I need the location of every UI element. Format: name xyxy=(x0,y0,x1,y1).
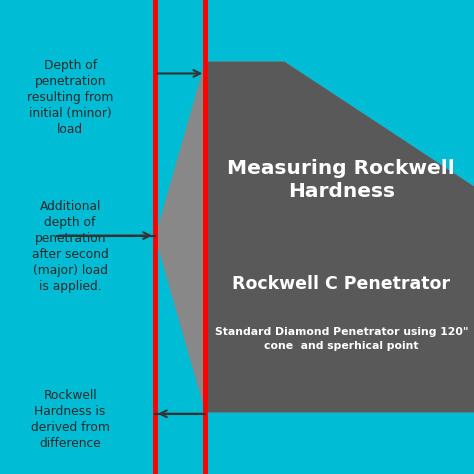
Text: Rockwell C Penetrator: Rockwell C Penetrator xyxy=(232,275,450,293)
Text: Depth of
penetration
resulting from
initial (minor)
load: Depth of penetration resulting from init… xyxy=(27,59,113,136)
Text: Rockwell
Hardness is
derived from
difference: Rockwell Hardness is derived from differ… xyxy=(31,389,109,450)
Text: Measuring Rockwell
Hardness: Measuring Rockwell Hardness xyxy=(228,159,455,201)
Polygon shape xyxy=(155,62,474,412)
Text: Standard Diamond Penetrator using 120"
cone  and sperhical point: Standard Diamond Penetrator using 120" c… xyxy=(215,328,468,350)
Text: Additional
depth of
penetration
after second
(major) load
is applied.: Additional depth of penetration after se… xyxy=(32,200,109,293)
Polygon shape xyxy=(205,62,474,412)
